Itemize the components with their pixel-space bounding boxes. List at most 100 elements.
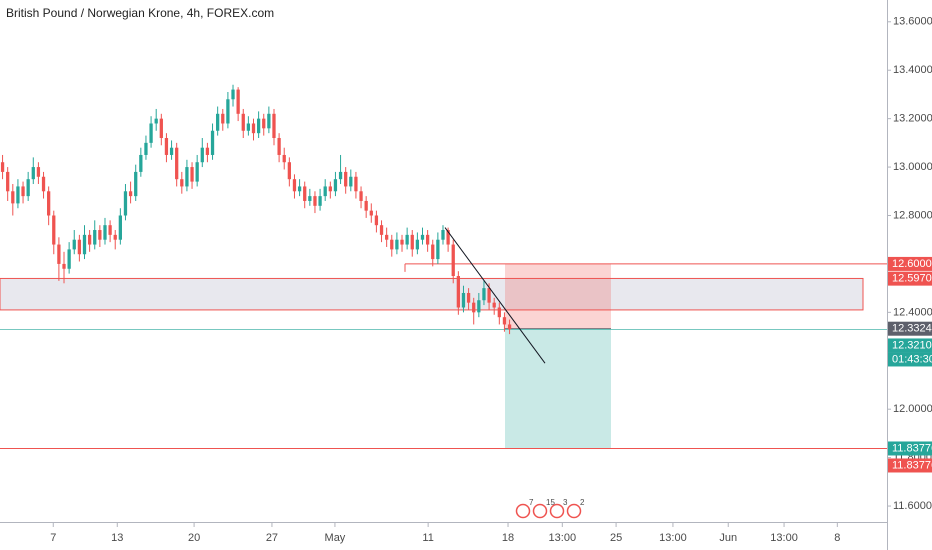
candle-body [420,234,425,240]
candle-body [123,191,128,216]
candle-body [251,123,256,134]
candle-body [221,113,225,124]
candle-body [226,99,230,124]
candle-body [205,147,210,155]
price-badge-label: 11.83776 [892,459,932,471]
candle-body [57,244,61,264]
candle-body [410,234,414,250]
candle-body [144,142,148,155]
zone [0,277,864,311]
x-tick-label: 11 [422,532,433,544]
candle-body [267,113,271,129]
candle-body [482,288,486,301]
price-badge [888,256,932,271]
price-badge-label: 12.32106 [892,339,932,351]
candle-body [277,138,281,155]
y-tick-label: 13.00000 [893,161,932,173]
candle-body [231,89,235,100]
price-badge [888,321,932,336]
candle-body [390,239,394,250]
candle-body [98,230,102,240]
x-tick-label: 13:00 [770,532,798,544]
price-badge-label: 12.33245 [892,323,932,335]
target-area [505,328,611,449]
candle-body [67,249,71,269]
price-badge-label: 12.59705 [892,273,932,285]
y-tick-label: 12.80000 [893,209,932,221]
candle-body [313,196,317,206]
candle-body [256,118,261,134]
candle-body [425,234,430,245]
candle-body [318,196,322,206]
candle-body [507,324,512,330]
candle-body [472,302,476,313]
candle-body [159,118,163,139]
candle-body [52,215,56,245]
candle-body [328,186,332,192]
x-tick-label: 8 [834,532,840,544]
candle-body [185,167,189,187]
event-icon [566,503,582,519]
candle-body [195,162,199,182]
price-badge [888,458,932,473]
countdown-badge [888,352,932,367]
trendline [444,227,546,364]
x-tick-label: 7 [50,532,56,544]
candle-body [308,196,312,201]
candle-body [236,89,240,114]
candle-body [297,186,302,192]
candle-body [31,167,35,180]
candle-body [26,179,30,197]
x-tick-label: 27 [266,532,278,544]
candle-body [108,225,112,235]
candle-body [41,176,46,192]
candle-body [16,186,20,204]
candle-body [287,162,291,180]
candle-body [36,167,41,177]
candle-body [282,154,286,163]
x-tick-label: 13:00 [659,532,687,544]
candle-body [441,230,445,240]
candle-body [497,307,501,318]
candle-body [210,130,215,155]
countdown: 01:43:30 [892,353,932,365]
candle-body [175,147,179,180]
candle-body [451,244,455,277]
candle-body [128,191,133,197]
event-icon [549,503,565,519]
x-tick-label: 25 [610,532,622,544]
candle-body [0,162,5,172]
candle-body [93,230,97,245]
candle-body [344,171,348,187]
candle-body [139,154,143,172]
candle-body [436,239,440,260]
candle-body [323,186,327,197]
y-tick-label: 13.40000 [893,64,932,76]
candle-body [246,123,251,131]
candle-body [47,191,51,216]
candle-body [154,118,158,124]
candle-body [169,147,174,155]
candle-body [456,276,460,308]
candle-body [492,302,496,308]
x-tick-label: 20 [188,532,200,544]
candle-body [72,239,76,250]
candle-body [216,113,220,131]
candle-body [200,147,204,163]
candle-body [374,215,379,226]
candle-body [369,210,373,216]
candle-body [180,179,184,187]
candle-body [466,292,471,303]
event-count: 3 [563,498,568,507]
candle-body [502,317,507,325]
candle-body [338,171,343,180]
event-icon [515,503,531,519]
candle-body [415,239,420,250]
candle-body [87,234,92,245]
candle-body [364,200,368,211]
price-badge [888,441,932,456]
candle-body [118,215,122,240]
candle-body [385,234,389,240]
